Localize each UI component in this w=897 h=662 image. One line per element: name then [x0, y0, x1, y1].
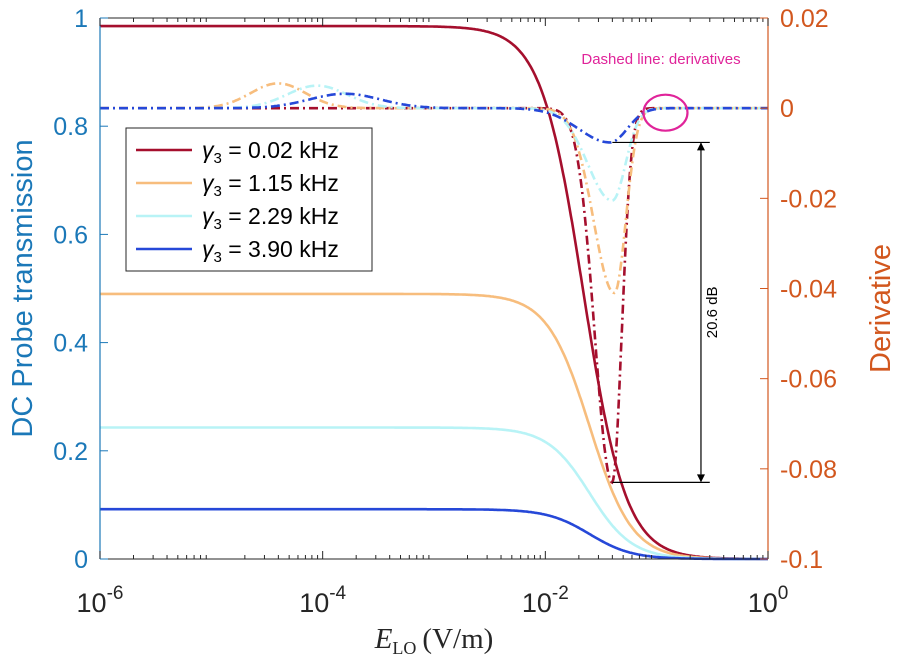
- y-left-tick-label: 0.2: [53, 438, 88, 466]
- axes-group: 10-6 10-4 10-2 100 0 0.2 0.4 0.6 0.8 1 0.02 0 -0.02 -…: [7, 5, 897, 658]
- y-right-tick-label: 0: [780, 95, 794, 123]
- plot-area: [100, 18, 768, 559]
- legend-entry-2: γ3 = 1.15 kHz: [202, 170, 339, 200]
- y-left-tick-label: 0: [74, 546, 88, 574]
- y-left-tick-label: 1: [74, 5, 88, 33]
- y-left-tick-label: 0.4: [53, 330, 88, 358]
- derivative-line-4: [100, 92, 768, 144]
- y-right-tick-label: -0.06: [780, 366, 837, 394]
- legend-entry-1: γ3 = 0.02 kHz: [202, 137, 339, 167]
- y-left-tick-label: 0.8: [53, 113, 88, 141]
- y-left-label: DC Probe transmission: [7, 139, 39, 437]
- legend-entry-4: γ3 = 3.90 kHz: [202, 236, 339, 266]
- x-label: ELO (V/m): [374, 623, 494, 658]
- y-right-tick-label: -0.04: [780, 276, 837, 304]
- y-right-tick-label: -0.08: [780, 456, 837, 484]
- dB-arrow-head-top: [696, 142, 705, 151]
- transmission-line-1: [100, 24, 768, 561]
- dashed-note: Dashed line: derivatives: [581, 51, 740, 68]
- x-tick-label: 100: [748, 583, 789, 618]
- y-right-tick-label: -0.1: [780, 546, 823, 574]
- dB-arrow-head-bottom: [696, 474, 705, 483]
- curves-group: [100, 24, 768, 561]
- legend-entry-3: γ3 = 2.29 kHz: [202, 203, 339, 233]
- transmission-line-4: [100, 507, 768, 561]
- annotations-group: 20.6 dB Dashed line: derivatives: [581, 51, 741, 483]
- y-right-label: Derivative: [865, 244, 897, 373]
- y-left-tick-label: 0.6: [53, 221, 88, 249]
- highlight-circle: [642, 93, 689, 132]
- y-right-tick-label: 0.02: [780, 5, 829, 33]
- arrow-label: 20.6 dB: [704, 287, 721, 339]
- y-right-tick-label: -0.02: [780, 185, 837, 213]
- transmission-line-3: [100, 426, 768, 561]
- transmission-line-2: [100, 292, 768, 561]
- x-tick-label: 10-4: [299, 583, 346, 618]
- legend-box: [125, 127, 373, 272]
- x-tick-label: 10-2: [522, 583, 569, 618]
- x-tick-label: 10-6: [77, 583, 124, 618]
